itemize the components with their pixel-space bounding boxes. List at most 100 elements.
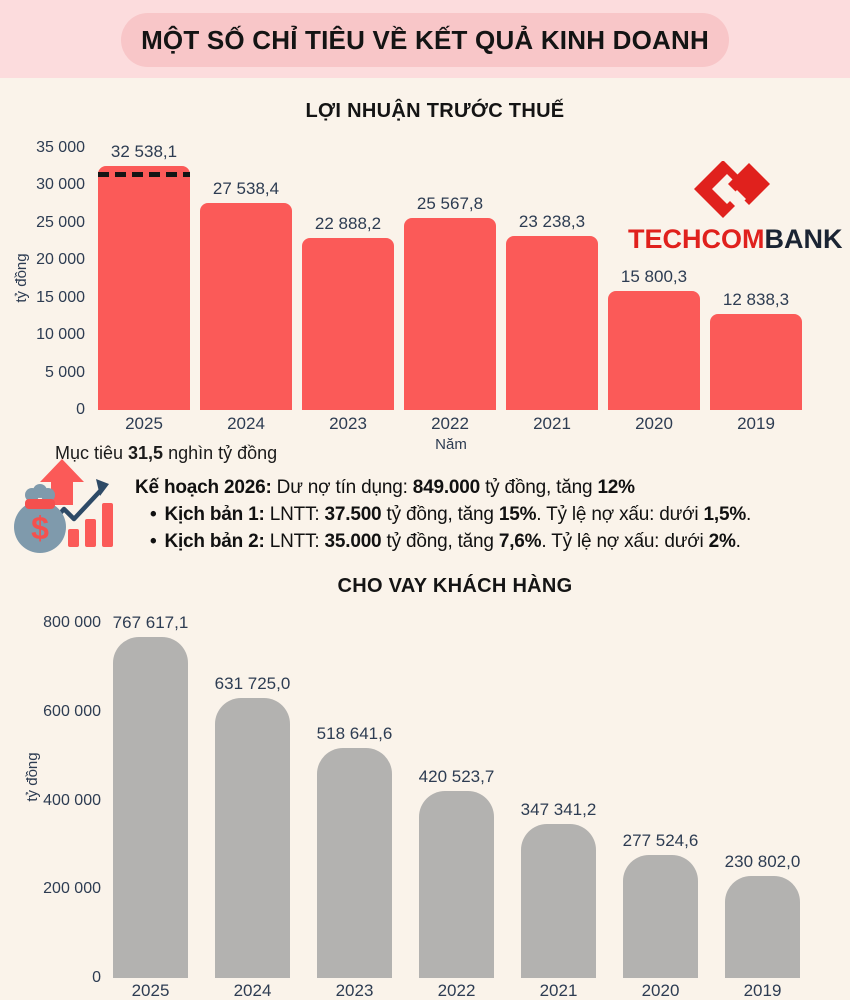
y-tick-label: 400 000 (43, 791, 101, 809)
x-tick-label: 2023 (335, 981, 374, 1000)
bar (608, 291, 700, 410)
bar-value-label: 347 341,2 (520, 799, 597, 819)
bar (419, 791, 494, 978)
text-segment: . Tỷ lệ nợ xấu: dưới (541, 531, 709, 552)
y-tick-label: 5 000 (44, 363, 85, 381)
bar-value-label: 27 538,4 (212, 179, 280, 199)
bar (200, 203, 292, 410)
money-bag-icon: $ (14, 484, 66, 553)
text-segment: 35.000 (324, 531, 382, 552)
logo-text-techcom: TECHCOM (628, 224, 765, 254)
svg-text:$: $ (31, 510, 49, 546)
bar-value-label: 23 238,3 (518, 211, 586, 231)
text-segment: Mục tiêu (55, 443, 129, 463)
bar-value-label: 25 567,8 (416, 194, 484, 214)
bar-value-label: 420 523,7 (418, 767, 495, 787)
x-tick-label: 2019 (737, 414, 775, 433)
target-dashed-line (98, 171, 190, 177)
bar (302, 238, 394, 410)
text-segment: LNTT: (264, 531, 325, 552)
y-tick-label: 600 000 (43, 702, 101, 720)
x-tick-label: 2025 (125, 414, 163, 433)
y-tick-label: 800 000 (43, 614, 101, 631)
text-segment: 2% (708, 531, 736, 552)
text-segment: 37.500 (324, 504, 382, 525)
x-tick-label: 2023 (329, 414, 367, 433)
text-segment: Dư nợ tín dụng: (271, 477, 413, 498)
x-tick-label: 2022 (437, 981, 476, 1000)
y-tick-label: 200 000 (43, 880, 101, 898)
logo-text-bank: BANK (764, 224, 843, 254)
bar-value-label: 15 800,3 (620, 267, 688, 287)
plan-line-main: Kế hoạch 2026: Dư nợ tín dụng: 849.000 t… (135, 474, 835, 501)
bar (113, 637, 188, 978)
text-segment: Kịch bản 2: (164, 531, 265, 552)
bar-value-label: 767 617,1 (112, 613, 189, 633)
text-segment: Kịch bản 1: (164, 504, 265, 525)
y-tick-label: 0 (76, 401, 85, 418)
x-tick-label: 2024 (233, 981, 272, 1000)
text-segment: Kế hoạch 2026: (135, 477, 272, 498)
techcombank-logo-text: TECHCOMBANK (628, 224, 843, 255)
text-segment: 31,5 (128, 443, 164, 463)
plan-2026-block: Kế hoạch 2026: Dư nợ tín dụng: 849.000 t… (135, 474, 835, 555)
bar (725, 875, 800, 978)
x-tick-label: 2020 (635, 414, 673, 433)
money-bag-growth-icon: $ (14, 459, 113, 553)
bar (506, 235, 598, 410)
bar (521, 823, 596, 978)
techcombank-logo-icon (694, 161, 770, 218)
text-segment: LNTT: (264, 504, 325, 525)
bar-value-label: 32 538,1 (110, 141, 178, 161)
mini-bar-3 (102, 503, 113, 547)
header-band: MỘT SỐ CHỈ TIÊU VỀ KẾT QUẢ KINH DOANH (0, 0, 850, 78)
trend-arrowhead-icon (96, 479, 109, 496)
bar-value-label: 277 524,6 (622, 830, 699, 850)
text-segment: 849.000 (412, 477, 481, 498)
text-segment: 12% (597, 477, 635, 498)
plan-line-scenario-2: • Kịch bản 2: LNTT: 35.000 tỷ đồng, tăng … (135, 528, 835, 555)
text-segment: . (735, 531, 741, 552)
y-tick-label: 30 000 (36, 176, 85, 193)
bullet-icon: • (150, 504, 157, 525)
page-title: MỘT SỐ CHỈ TIÊU VỀ KẾT QUẢ KINH DOANH (121, 13, 729, 67)
bar (710, 313, 802, 410)
chart1-x-axis-label: Năm (435, 436, 467, 453)
y-tick-label: 35 000 (36, 138, 85, 156)
y-tick-label: 20 000 (36, 251, 85, 268)
bar-value-label: 12 838,3 (722, 289, 790, 309)
x-tick-label: 2021 (533, 414, 571, 433)
bar-value-label: 631 725,0 (214, 673, 291, 693)
x-tick-label: 2022 (431, 414, 469, 433)
target-note: Mục tiêu 31,5 nghìn tỷ đồng (55, 443, 277, 464)
plan-line-text: Kịch bản 1: LNTT: 37.500 tỷ đồng, tăng 1… (164, 504, 751, 525)
y-tick-label: 15 000 (36, 288, 85, 306)
y-tick-label: 25 000 (36, 213, 85, 231)
text-segment: 15% (498, 504, 537, 525)
text-segment: 1,5% (703, 504, 747, 525)
bar-value-label: 22 888,2 (314, 214, 382, 234)
text-segment: tỷ đồng, tăng (381, 531, 499, 552)
y-tick-label: 0 (92, 969, 101, 986)
text-segment: . Tỷ lệ nợ xấu: dưới (536, 504, 704, 525)
x-tick-label: 2021 (539, 981, 578, 1000)
chart2-title: CHO VAY KHÁCH HÀNG (337, 575, 573, 597)
plan-line-scenario-1: • Kịch bản 1: LNTT: 37.500 tỷ đồng, tăng … (135, 501, 835, 528)
x-tick-label: 2024 (227, 414, 265, 433)
mini-bar-1 (68, 529, 79, 547)
mini-bar-2 (85, 519, 96, 547)
bar (404, 218, 496, 410)
plan-line-text: Kịch bản 2: LNTT: 35.000 tỷ đồng, tăng 7… (164, 531, 741, 552)
text-segment: . (746, 504, 752, 525)
bar (98, 165, 190, 410)
text-segment: 7,6% (498, 531, 542, 552)
bar (623, 854, 698, 978)
bullet-icon: • (150, 531, 157, 552)
y-tick-label: 10 000 (36, 326, 85, 343)
text-segment: nghìn tỷ đồng (163, 443, 278, 463)
x-tick-label: 2025 (131, 981, 170, 1000)
bar-value-label: 230 802,0 (724, 851, 801, 871)
bar-value-label: 518 641,6 (316, 723, 393, 743)
